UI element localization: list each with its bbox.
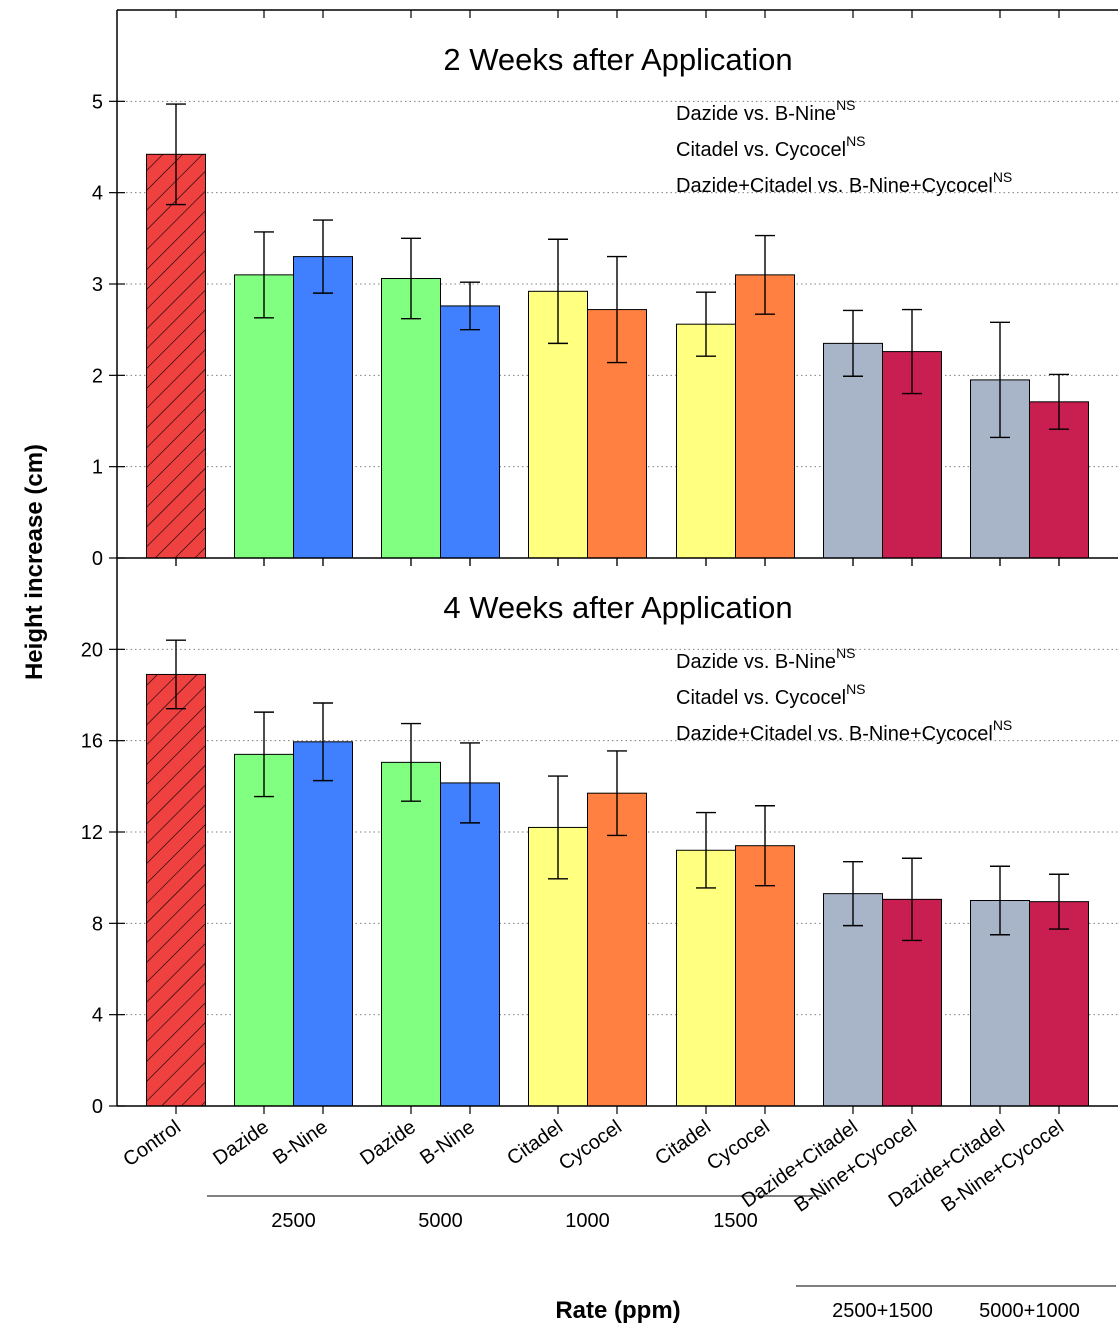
error-bar-1-7 bbox=[696, 811, 716, 889]
x-axis-title: Rate (ppm) bbox=[555, 1297, 680, 1324]
y-tick-label: 2 bbox=[92, 365, 103, 387]
significance-text: Citadel vs. Cycocel bbox=[676, 687, 846, 709]
bar-0-4 bbox=[440, 305, 500, 559]
significance-sup: NS bbox=[836, 645, 855, 661]
panel-title: 4 Weeks after Application bbox=[443, 590, 792, 625]
x-tick-label: Dazide bbox=[209, 1116, 273, 1170]
error-bar-1-0 bbox=[166, 639, 186, 710]
bar-1-9 bbox=[823, 893, 883, 1107]
bar-0-3 bbox=[381, 278, 441, 559]
error-bar-0-9 bbox=[843, 309, 863, 377]
panel-title: 2 Weeks after Application bbox=[443, 42, 792, 77]
significance-note: Dazide vs. B-NineNS bbox=[676, 645, 856, 673]
bar-0-2 bbox=[293, 256, 353, 559]
bar-1-7 bbox=[676, 849, 736, 1107]
rate-group-label: 5000+1000 bbox=[979, 1300, 1080, 1322]
error-bar-0-11 bbox=[990, 321, 1010, 439]
significance-text: Dazide vs. B-Nine bbox=[676, 651, 836, 673]
error-bar-0-1 bbox=[254, 231, 274, 319]
rate-group-label: 2500 bbox=[271, 1210, 316, 1232]
x-tick-label: Cycocel bbox=[555, 1116, 626, 1175]
y-tick-label: 5 bbox=[92, 91, 103, 113]
significance-note: Dazide vs. B-NineNS bbox=[676, 97, 856, 125]
error-bar-0-0 bbox=[166, 103, 186, 206]
bar-1-2 bbox=[293, 741, 353, 1107]
significance-sup: NS bbox=[846, 681, 865, 697]
y-axis-title: Height increase (cm) bbox=[21, 444, 48, 680]
bar-1-6 bbox=[587, 792, 647, 1107]
rate-group-label: 2500+1500 bbox=[832, 1300, 933, 1322]
significance-text: Dazide+Citadel vs. B-Nine+Cycocel bbox=[676, 175, 993, 197]
error-bar-0-3 bbox=[401, 237, 421, 320]
significance-note: Citadel vs. CycocelNS bbox=[676, 681, 866, 709]
y-tick-label: 16 bbox=[81, 731, 103, 753]
significance-sup: NS bbox=[993, 169, 1012, 185]
bar-0-8 bbox=[735, 274, 795, 559]
error-bar-0-4 bbox=[460, 281, 480, 331]
y-tick-label: 12 bbox=[81, 822, 103, 844]
significance-text: Citadel vs. Cycocel bbox=[676, 139, 846, 161]
x-tick-label: B-Nine bbox=[416, 1116, 479, 1169]
significance-note: Dazide+Citadel vs. B-Nine+CycocelNS bbox=[676, 717, 1012, 745]
bar-0-0 bbox=[146, 153, 206, 559]
x-tick-label: Cycocel bbox=[703, 1116, 774, 1175]
significance-text: Dazide+Citadel vs. B-Nine+Cycocel bbox=[676, 723, 993, 745]
x-tick-label: B-Nine bbox=[269, 1116, 332, 1169]
bar-0-7 bbox=[676, 323, 736, 559]
error-bar-0-6 bbox=[607, 255, 627, 364]
error-bar-0-12 bbox=[1049, 373, 1069, 430]
bar-1-8 bbox=[735, 845, 795, 1107]
significance-sup: NS bbox=[993, 717, 1012, 733]
panel-1: 0 1 2 3 4 5 2 Weeks after Application Dazide vs… bbox=[92, 9, 1118, 570]
y-tick-label: 0 bbox=[92, 1096, 103, 1118]
rate-group-label: 1000 bbox=[565, 1210, 610, 1232]
y-tick-label: 4 bbox=[92, 1005, 103, 1027]
error-bar-0-2 bbox=[313, 219, 333, 294]
significance-sup: NS bbox=[836, 97, 855, 113]
significance-note: Dazide+Citadel vs. B-Nine+CycocelNS bbox=[676, 169, 1012, 197]
bar-1-3 bbox=[381, 761, 441, 1107]
error-bar-0-10 bbox=[902, 308, 922, 395]
rate-group-label: 1500 bbox=[713, 1210, 758, 1232]
error-bar-1-12 bbox=[1049, 873, 1069, 930]
error-bar-1-11 bbox=[990, 865, 1010, 936]
y-tick-label: 20 bbox=[81, 639, 103, 661]
panel-2: 0 4 8 12 16 20 4 Weeks after Application Dazide… bbox=[81, 558, 1118, 1118]
error-bar-1-6 bbox=[607, 750, 627, 837]
error-bar-0-7 bbox=[696, 291, 716, 357]
error-bar-1-10 bbox=[902, 857, 922, 942]
error-bar-0-5 bbox=[548, 238, 568, 345]
rate-group-label: 5000 bbox=[418, 1210, 463, 1232]
significance-sup: NS bbox=[846, 133, 865, 149]
x-tick-label: Dazide bbox=[356, 1116, 420, 1170]
bar-1-1 bbox=[234, 753, 294, 1107]
error-bar-1-5 bbox=[548, 775, 568, 880]
bar-0-9 bbox=[823, 342, 883, 559]
bar-1-12 bbox=[1029, 901, 1089, 1107]
x-tick-label: Control bbox=[119, 1116, 184, 1171]
y-tick-label: 3 bbox=[92, 274, 103, 296]
bar-1-4 bbox=[440, 782, 500, 1107]
error-bar-0-8 bbox=[755, 234, 775, 315]
error-bar-1-3 bbox=[401, 722, 421, 802]
error-bar-1-1 bbox=[254, 711, 274, 798]
y-tick-label: 0 bbox=[92, 548, 103, 570]
error-bar-1-9 bbox=[843, 860, 863, 927]
y-tick-label: 1 bbox=[92, 457, 103, 479]
significance-note: Citadel vs. CycocelNS bbox=[676, 133, 866, 161]
error-bar-1-2 bbox=[313, 702, 333, 782]
error-bar-1-8 bbox=[755, 805, 775, 887]
bar-1-0 bbox=[146, 673, 206, 1107]
significance-text: Dazide vs. B-Nine bbox=[676, 103, 836, 125]
bar-0-1 bbox=[234, 274, 294, 559]
error-bar-1-4 bbox=[460, 742, 480, 824]
y-tick-label: 8 bbox=[92, 913, 103, 935]
y-tick-label: 4 bbox=[92, 183, 103, 205]
